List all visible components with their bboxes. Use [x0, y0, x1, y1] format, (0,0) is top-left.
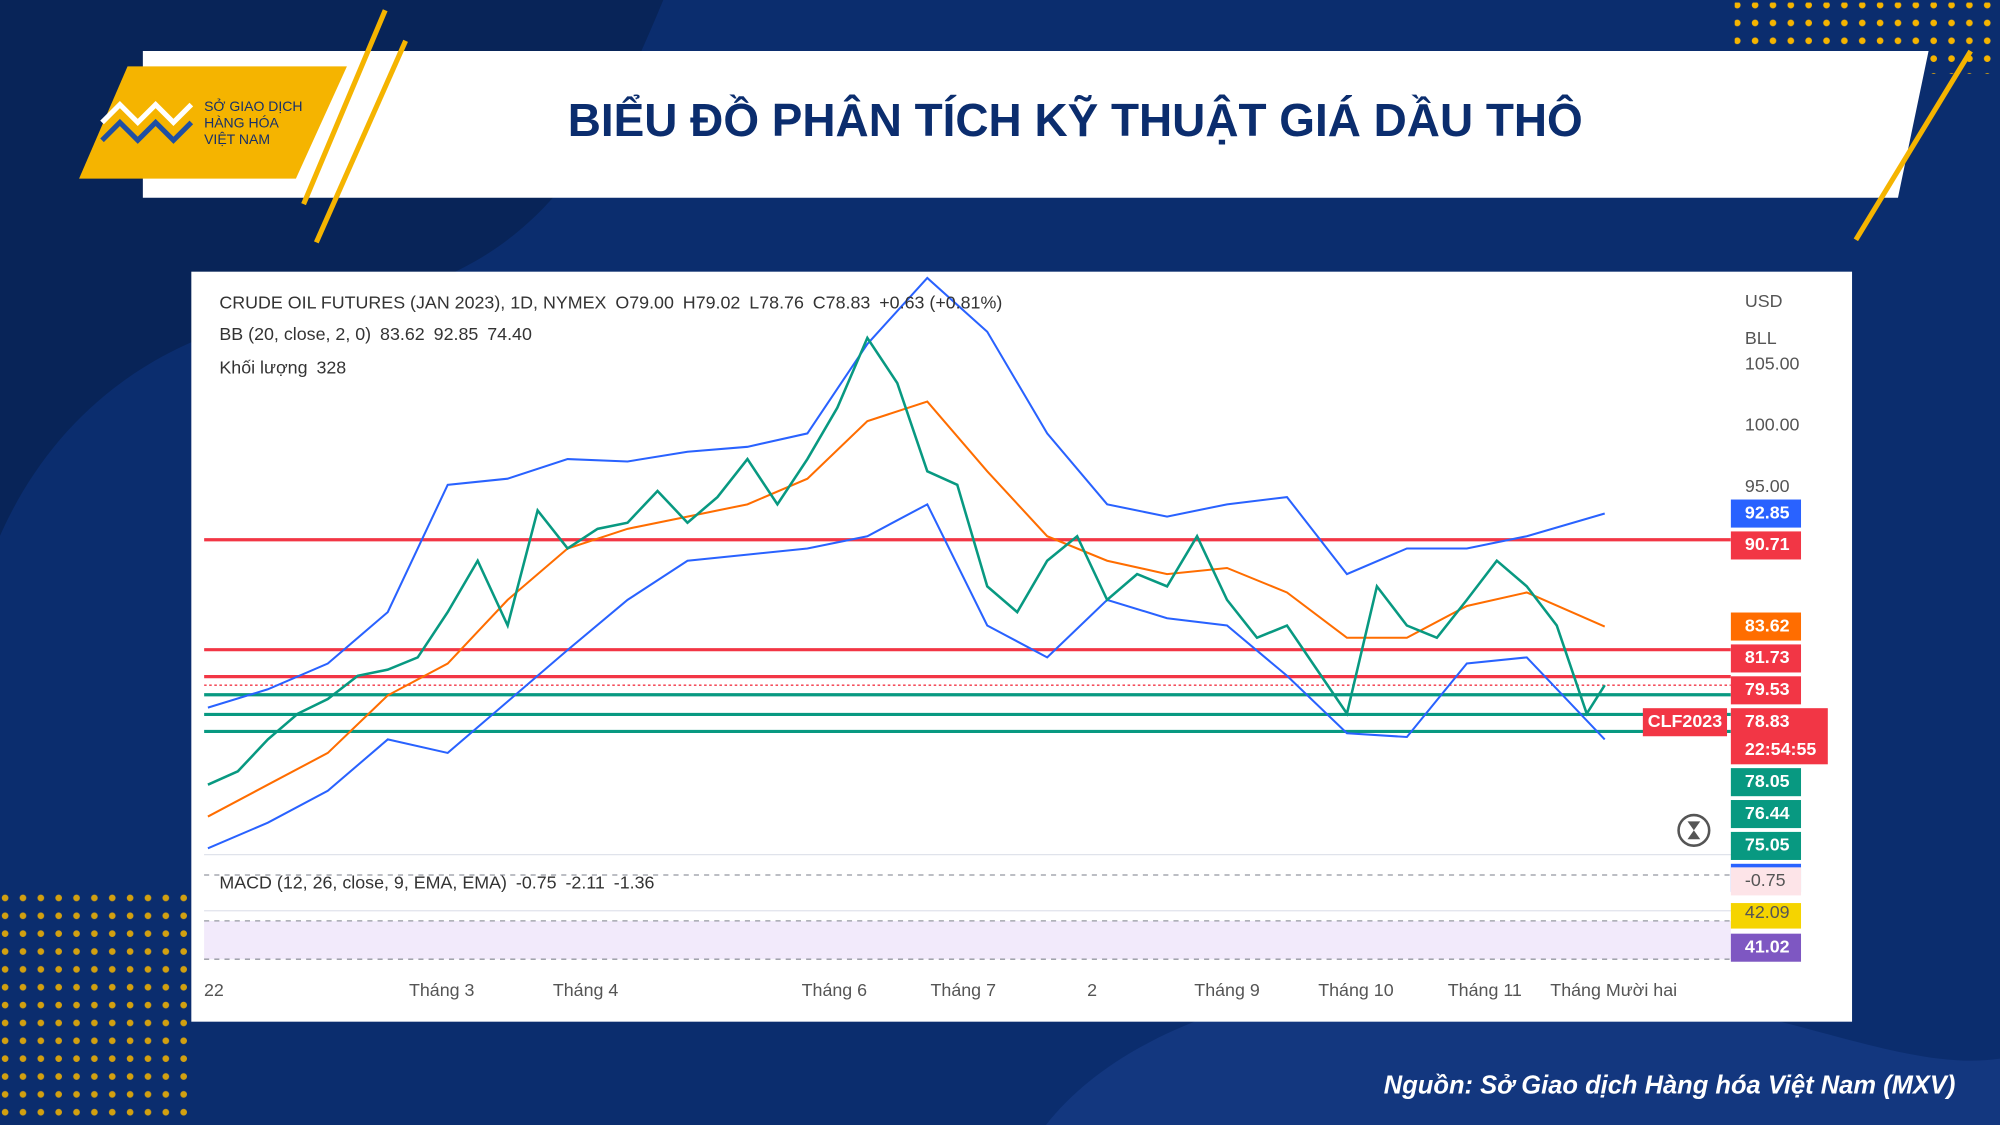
dots [0, 892, 192, 1125]
x-tick-label: 22 [204, 980, 224, 1000]
accent-stripe [1853, 49, 1973, 242]
axis-unit: BLL [1745, 328, 1777, 348]
x-tick-label: Tháng 11 [1448, 980, 1522, 1000]
legend-text: H79.02 [683, 292, 741, 312]
legend-text: Khối lượng [219, 357, 307, 377]
chart-panel [191, 271, 1853, 1022]
symbol-tag [1642, 708, 1728, 737]
level-tag [1730, 800, 1802, 829]
y-tick-label: 105.00 [1745, 354, 1800, 374]
level-label: 76.44 [1745, 803, 1790, 823]
legend-text: -0.75 [516, 873, 557, 893]
price-tag [1730, 708, 1828, 765]
replay-icon[interactable] [1677, 813, 1711, 847]
macd-tag [1730, 867, 1802, 896]
x-tick-label: Tháng 10 [1318, 980, 1393, 1000]
title-banner [142, 51, 1929, 198]
axis-unit: USD [1745, 291, 1783, 311]
rsi-label: 42.09 [1745, 902, 1790, 922]
y-tick-label: 100.00 [1745, 415, 1800, 435]
x-tick-label: Tháng 9 [1194, 980, 1260, 1000]
x-tick-label: Tháng 7 [931, 980, 997, 1000]
legend-text: O79.00 [615, 292, 674, 312]
rsi-label: 41.02 [1745, 936, 1790, 956]
accent-stripe [313, 39, 408, 244]
rsi-band [204, 920, 1731, 960]
bb-upper [207, 276, 1606, 709]
level-label: 92.85 [1745, 502, 1790, 522]
legend-text: CRUDE OIL FUTURES (JAN 2023), 1D, NYMEX [219, 292, 606, 312]
logo-box [79, 66, 347, 179]
level-label: 83.62 [1745, 615, 1790, 635]
legend-text: 83.62 [380, 324, 425, 344]
legend-text: -2.11 [565, 873, 604, 893]
price-label: 78.83 [1745, 711, 1790, 731]
level-tag [1730, 644, 1802, 673]
level-label: 78.05 [1745, 771, 1790, 791]
x-tick-label: 2 [1087, 980, 1097, 1000]
logo-text: VIỆT NAM [204, 131, 270, 147]
bb-basis [207, 400, 1606, 818]
x-tick-label: Tháng 4 [553, 980, 619, 1000]
legend-text: 92.85 [434, 324, 479, 344]
bb-lower [207, 502, 1606, 850]
level-tag [1730, 768, 1802, 797]
price-line-series [207, 335, 1606, 786]
logo-text: HÀNG HÓA [204, 114, 279, 130]
x-tick-label: Tháng 6 [802, 980, 868, 1000]
x-tick-label: Tháng 3 [409, 980, 475, 1000]
level-label: 79.53 [1745, 679, 1790, 699]
level-label: 90.71 [1745, 534, 1790, 554]
legend-text: -1.36 [614, 873, 655, 893]
level-tag [1730, 499, 1802, 528]
level-tag [1730, 676, 1802, 705]
slide-title: BIỂU ĐỒ PHÂN TÍCH KỸ THUẬT GIÁ DẦU THÔ [568, 94, 1583, 146]
source: Nguồn: Sở Giao dịch Hàng hóa Việt Nam (M… [1384, 1071, 1956, 1099]
rsi-tag [1730, 933, 1802, 962]
level-label: 75.05 [1745, 835, 1790, 855]
symbol-label: CLF2023 [1648, 711, 1722, 731]
level-label: 81.73 [1745, 647, 1790, 667]
legend-text: +0.63 (+0.81%) [879, 292, 1002, 312]
legend-text: 74.40 [487, 324, 532, 344]
level-tag [1730, 831, 1802, 860]
legend-text: C78.83 [813, 292, 871, 312]
accent-stripe [301, 9, 388, 206]
countdown: 22:54:55 [1745, 739, 1817, 759]
price-pane [204, 276, 1731, 850]
y-tick-label: 95.00 [1745, 476, 1790, 496]
logo-icon [100, 100, 194, 144]
legend-text: BB (20, close, 2, 0) [219, 324, 371, 344]
level-tag [1730, 531, 1802, 560]
level-tag [1730, 612, 1802, 641]
legend-text: MACD (12, 26, close, 9, EMA, EMA) [219, 873, 507, 893]
legend-text: L78.76 [749, 292, 804, 312]
x-tick-label: Tháng Mười hai [1550, 980, 1677, 1000]
rsi-tag [1730, 903, 1802, 929]
macd-label: -0.75 [1745, 870, 1786, 890]
logo-text: SỞ GIAO DỊCH [204, 97, 302, 114]
legend-text: 328 [316, 357, 346, 377]
